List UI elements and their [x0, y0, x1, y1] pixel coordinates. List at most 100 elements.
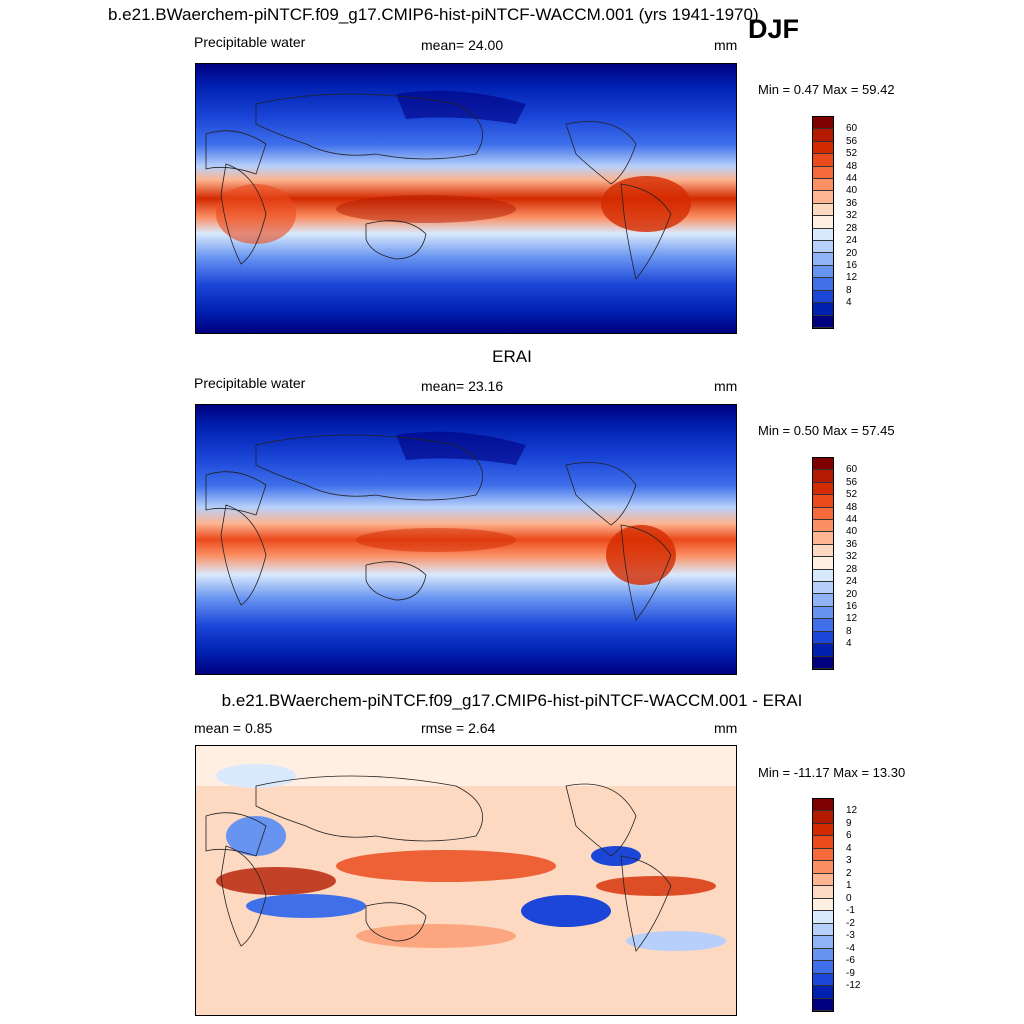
- panel2-map: [195, 404, 737, 675]
- colorbar-box: [813, 911, 833, 924]
- colorbar-tick-label: 4: [846, 842, 852, 854]
- panel3-minmax: Min = -11.17 Max = 13.30: [758, 765, 906, 780]
- colorbar-box: [813, 986, 833, 999]
- colorbar-box: [813, 532, 833, 545]
- colorbar-tick-label: 0: [846, 892, 852, 904]
- colorbar-tick-label: -4: [846, 942, 855, 954]
- colorbar-tick-label: 56: [846, 135, 858, 147]
- colorbar-tick-label: 56: [846, 476, 858, 488]
- colorbar-box: [813, 290, 833, 304]
- colorbar-tick-label: 28: [846, 563, 858, 575]
- colorbar-tick-label: -1: [846, 905, 855, 917]
- colorbar-tick-label: 4: [846, 297, 852, 309]
- colorbar-box: [813, 216, 833, 229]
- colorbar-box: [813, 507, 833, 521]
- colorbar-box: [813, 241, 833, 254]
- colorbar-box: [813, 644, 833, 657]
- panel3-map: [195, 745, 737, 1016]
- panel3-map-svg: [196, 746, 736, 1015]
- panel3-units-label: mm: [714, 720, 738, 736]
- colorbar-box: [813, 886, 833, 899]
- colorbar-box: [813, 191, 833, 204]
- colorbar-box: [813, 923, 833, 937]
- colorbar-box: [813, 811, 833, 824]
- colorbar-tick-label: 40: [846, 185, 858, 197]
- colorbar-tick-label: -6: [846, 955, 855, 967]
- colorbar-box: [813, 495, 833, 508]
- colorbar-tick-label: 20: [846, 247, 858, 259]
- panel1-mean-label: mean= 24.00: [421, 37, 504, 53]
- colorbar-tick-label: 12: [846, 613, 858, 625]
- colorbar-tick-label: -9: [846, 967, 855, 979]
- colorbar-box: [813, 799, 833, 812]
- colorbar-box: [813, 861, 833, 874]
- panel2-minmax: Min = 0.50 Max = 57.45: [758, 423, 895, 438]
- colorbar-tick-label: 28: [846, 222, 858, 234]
- colorbar-tick-label: 16: [846, 259, 858, 271]
- colorbar-tick-label: -2: [846, 917, 855, 929]
- colorbar-tick-label: 20: [846, 588, 858, 600]
- colorbar-tick-label: 60: [846, 123, 858, 135]
- colorbar-tick-label: 16: [846, 600, 858, 612]
- colorbar-box: [813, 278, 833, 291]
- panel1-map-svg: [196, 64, 736, 333]
- colorbar-box: [813, 482, 833, 496]
- colorbar-box: [813, 631, 833, 645]
- colorbar-tick-label: 3: [846, 855, 852, 867]
- colorbar-box: [813, 619, 833, 632]
- colorbar-tick-label: 36: [846, 538, 858, 550]
- colorbar-tick-label: 48: [846, 501, 858, 513]
- colorbar-tick-label: 4: [846, 638, 852, 650]
- colorbar-tick-label: 60: [846, 464, 858, 476]
- colorbar-box: [813, 228, 833, 242]
- colorbar-tick-label: 44: [846, 514, 858, 526]
- colorbar-box: [813, 606, 833, 620]
- colorbar-box: [813, 265, 833, 279]
- colorbar-box: [813, 253, 833, 266]
- colorbar-box: [813, 117, 833, 130]
- colorbar-tick-label: 48: [846, 160, 858, 172]
- colorbar-box: [813, 557, 833, 570]
- colorbar-box: [813, 141, 833, 155]
- panel1-variable-label: Precipitable water: [194, 34, 306, 50]
- panel1-units-label: mm: [714, 37, 738, 53]
- colorbar-box: [813, 961, 833, 974]
- panel3-mean-label: mean = 0.85: [194, 720, 273, 736]
- panel3-title: b.e21.BWaerchem-piNTCF.f09_g17.CMIP6-his…: [221, 691, 803, 710]
- colorbar-box: [813, 179, 833, 192]
- panel2-map-svg: [196, 405, 736, 674]
- colorbar-box: [813, 973, 833, 987]
- colorbar-box: [813, 836, 833, 849]
- colorbar-tick-label: 44: [846, 173, 858, 185]
- panel2-title: ERAI: [492, 347, 532, 366]
- colorbar-tick-label: 36: [846, 197, 858, 209]
- colorbar-tick-label: 8: [846, 625, 852, 637]
- colorbar-tick-label: 2: [846, 867, 852, 879]
- colorbar-tick-label: 12: [846, 805, 858, 817]
- colorbar-box: [813, 948, 833, 962]
- colorbar-box: [813, 569, 833, 583]
- season-label: DJF: [748, 14, 800, 44]
- panel2-units-label: mm: [714, 378, 738, 394]
- colorbar-box: [813, 154, 833, 167]
- colorbar-tick-label: 32: [846, 210, 858, 222]
- colorbar-box: [813, 848, 833, 862]
- panel2-mean-label: mean= 23.16: [421, 378, 504, 394]
- colorbar-box: [813, 303, 833, 316]
- panel3-rmse-label: rmse = 2.64: [421, 720, 496, 736]
- colorbar-box: [813, 166, 833, 180]
- colorbar-tick-label: 24: [846, 235, 858, 247]
- colorbar-box: [813, 458, 833, 471]
- colorbar-box: [813, 594, 833, 607]
- panel3-colorbar: [812, 798, 834, 1012]
- colorbar-box: [813, 129, 833, 142]
- colorbar-box: [813, 936, 833, 949]
- colorbar-tick-label: 12: [846, 272, 858, 284]
- panel1-minmax: Min = 0.47 Max = 59.42: [758, 82, 895, 97]
- colorbar-tick-label: 32: [846, 551, 858, 563]
- colorbar-box: [813, 898, 833, 912]
- colorbar-box: [813, 203, 833, 217]
- colorbar-tick-label: 8: [846, 284, 852, 296]
- colorbar-tick-label: -3: [846, 930, 855, 942]
- colorbar-tick-label: 24: [846, 576, 858, 588]
